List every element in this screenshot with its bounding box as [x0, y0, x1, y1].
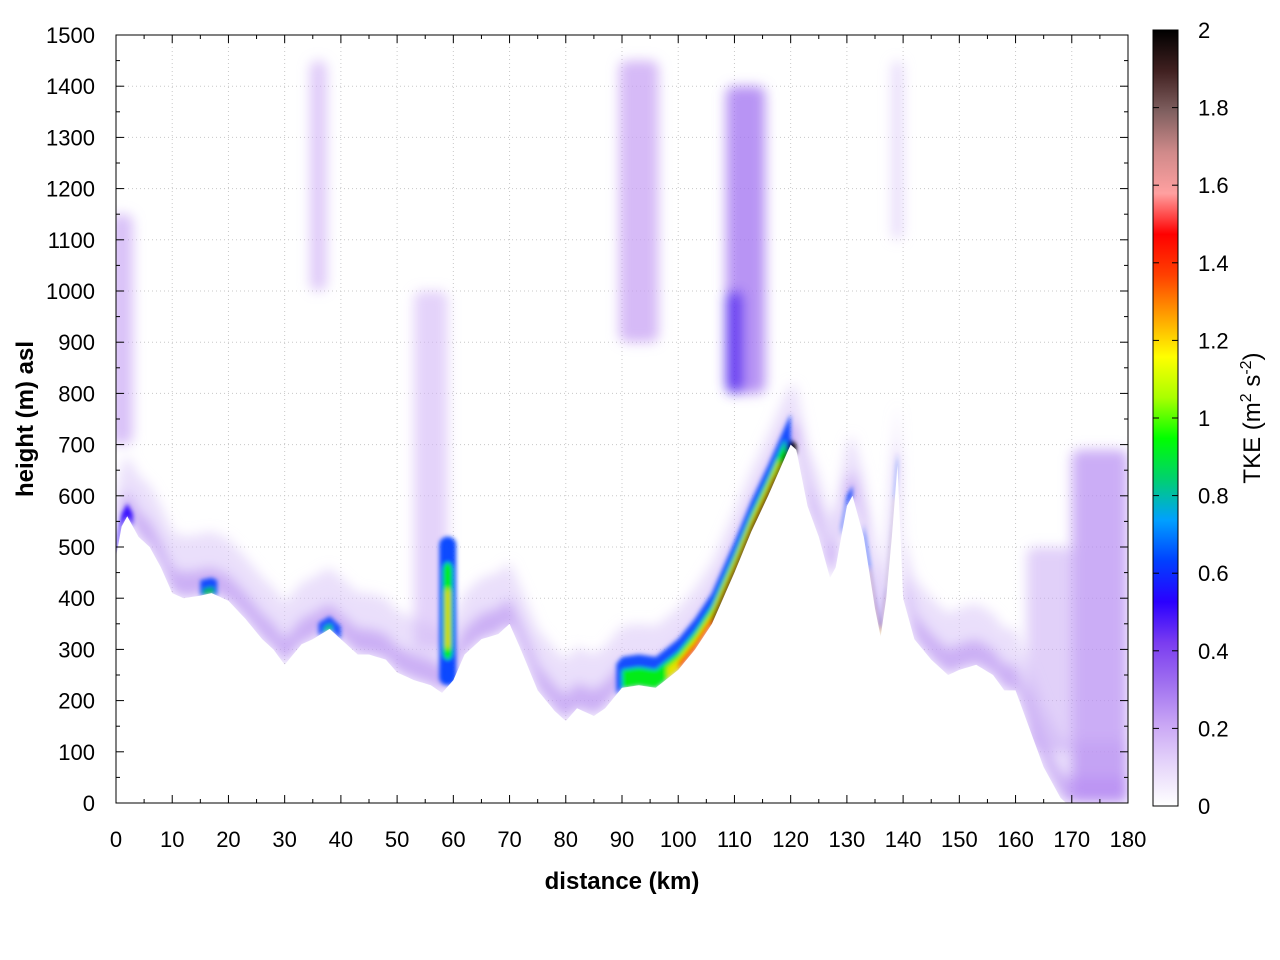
y-tick-label: 900	[58, 330, 95, 355]
x-tick-label: 120	[772, 827, 809, 852]
x-tick-label: 150	[941, 827, 978, 852]
x-tick-label: 10	[160, 827, 184, 852]
colorbar-title-main: TKE (m	[1239, 402, 1266, 483]
y-tick-label: 1200	[46, 177, 95, 202]
x-tick-label: 140	[885, 827, 922, 852]
y-tick-label: 600	[58, 484, 95, 509]
colorbar-tick-label: 0	[1198, 794, 1210, 819]
x-axis-title: distance (km)	[545, 868, 700, 895]
terrain-mask	[116, 444, 1128, 803]
y-tick-label: 1300	[46, 125, 95, 150]
y-axis-title: height (m) asl	[12, 341, 39, 497]
y-tick-label: 1500	[46, 23, 95, 48]
x-tick-label: 20	[216, 827, 240, 852]
y-tick-label: 500	[58, 535, 95, 560]
colorbar-tick-label: 1.6	[1198, 173, 1229, 198]
x-tick-label: 130	[829, 827, 866, 852]
tke-band-light	[116, 419, 1128, 803]
colorbar-tick-label: 1	[1198, 406, 1210, 431]
colorbar-title-mid: s	[1239, 375, 1266, 394]
tke-core-59-yellow	[445, 587, 450, 650]
colorbar-tick-label: 0.4	[1198, 639, 1229, 664]
tke-band-faint	[116, 383, 1128, 803]
x-tick-label: 40	[329, 827, 353, 852]
y-tick-label: 1400	[46, 74, 95, 99]
x-tick-label: 110	[717, 827, 752, 852]
tke-plume-0	[116, 214, 133, 445]
x-tick-label: 170	[1053, 827, 1090, 852]
tke-plume-110-core	[726, 291, 743, 394]
tke-core-130	[841, 485, 853, 537]
x-tick-label: 70	[497, 827, 521, 852]
y-tick-label: 100	[58, 740, 95, 765]
colorbar-ticks: 0 0.2 0.4 0.6 0.8 1 1.2 1.4 1.6 1.8 2	[1153, 18, 1229, 819]
tke-plume-139	[891, 60, 904, 240]
x-tick-label: 100	[660, 827, 697, 852]
colorbar-tick-label: 1.8	[1198, 96, 1229, 121]
tke-plume-east	[1071, 449, 1128, 803]
x-tick-label: 60	[441, 827, 465, 852]
colorbar-title-end: )	[1239, 352, 1266, 360]
y-tick-label: 200	[58, 689, 95, 714]
colorbar-title-sup1: 2	[1238, 393, 1255, 402]
tke-core-15-green	[203, 586, 215, 595]
colorbar-title: TKE (m2 s-2)	[1238, 352, 1266, 483]
y-tick-label: 300	[58, 637, 95, 662]
tke-plume-east-edge	[1026, 547, 1072, 752]
tke-field	[116, 60, 1128, 803]
colorbar: 00.20.40.60.811.21.41.61.82 TKE (m2 s-2)	[1152, 18, 1266, 819]
diffuse-layer	[116, 60, 1128, 803]
x-tick-label: 30	[272, 827, 296, 852]
x-axis: 0 10 20 30 40 50 60 70 80 90 100 110 120 130 140 150 160…	[110, 35, 1146, 852]
colorbar-tick-label: 1.2	[1198, 328, 1229, 353]
x-tick-label: 90	[610, 827, 634, 852]
colorbar-title-sup2: -2	[1238, 360, 1255, 374]
y-tick-label: 400	[58, 586, 95, 611]
y-tick-label: 1100	[48, 228, 95, 253]
x-tick-label: 0	[110, 827, 122, 852]
intense-layer	[116, 413, 898, 695]
x-tick-label: 80	[554, 827, 578, 852]
tke-core-0	[116, 503, 133, 558]
y-tick-label: 800	[58, 381, 95, 406]
x-tick-label: 180	[1110, 827, 1147, 852]
tke-core-ridge-blue	[616, 413, 791, 695]
y-tick-label: 1000	[46, 279, 95, 304]
y-tick-label: 0	[83, 791, 95, 816]
x-tick-label: 50	[385, 827, 409, 852]
y-tick-label: 700	[58, 433, 95, 458]
colorbar-tick-label: 2	[1198, 18, 1210, 43]
y-axis: 0 100 200 300 400 500 600 700 800 900 1000 1100 1200…	[46, 23, 1128, 816]
tke-plume-36	[309, 60, 327, 291]
tke-plume-93	[619, 60, 659, 343]
x-tick-label: 160	[997, 827, 1034, 852]
colorbar-tick-label: 1.4	[1198, 251, 1229, 276]
colorbar-tick-label: 0.8	[1198, 484, 1229, 509]
tke-core-38-green	[324, 623, 333, 633]
colorbar-tick-label: 0.2	[1198, 716, 1229, 741]
colorbar-tick-label: 0.6	[1198, 561, 1229, 586]
